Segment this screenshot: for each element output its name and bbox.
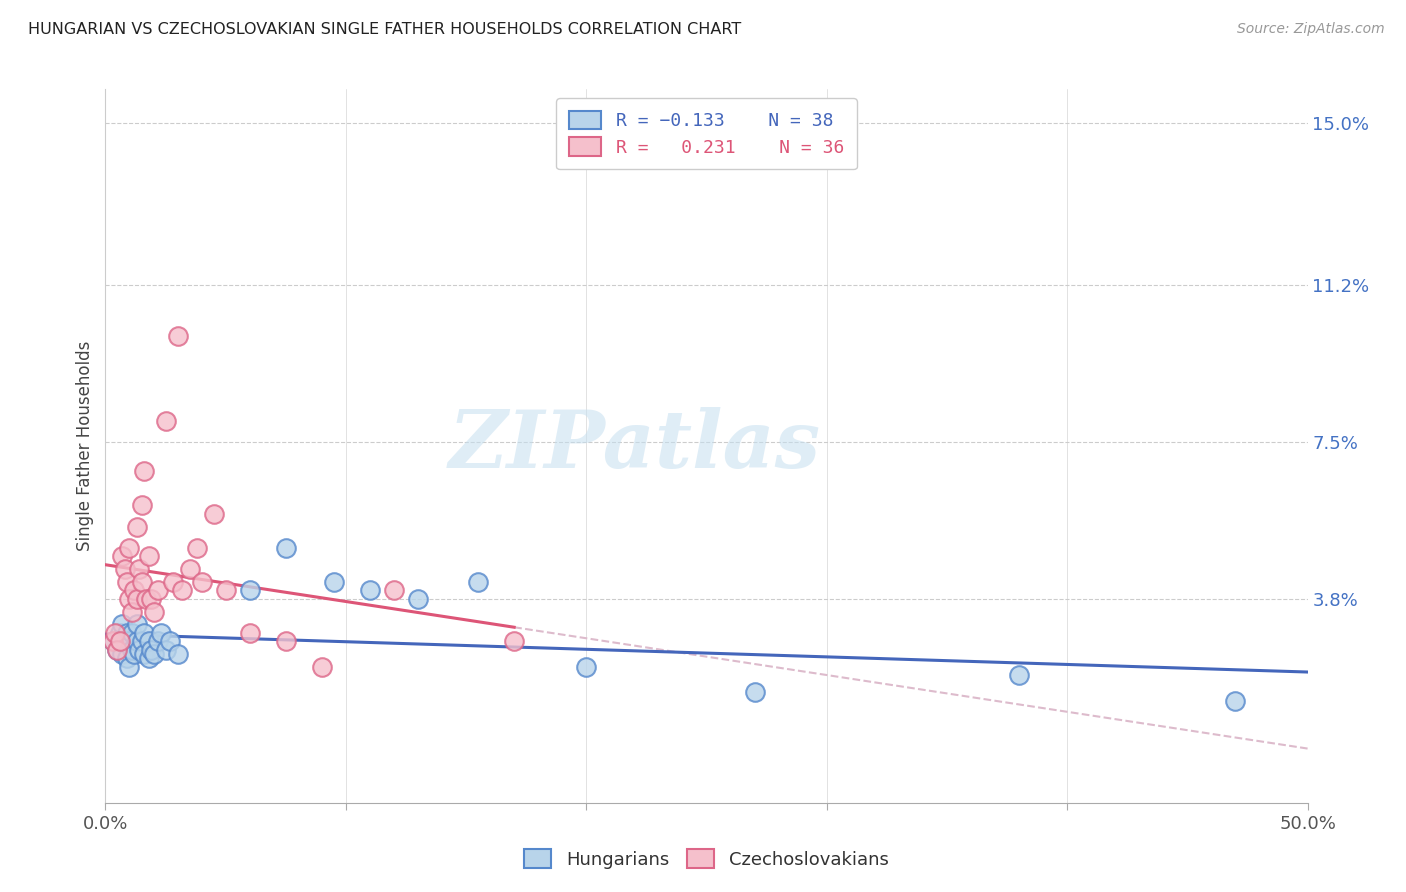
Point bbox=[274, 541, 297, 555]
Point bbox=[138, 651, 160, 665]
Point bbox=[186, 541, 208, 555]
Point bbox=[162, 574, 184, 589]
Point bbox=[118, 660, 141, 674]
Point bbox=[274, 634, 297, 648]
Point bbox=[131, 499, 153, 513]
Point bbox=[111, 617, 134, 632]
Point bbox=[155, 413, 177, 427]
Point bbox=[239, 583, 262, 598]
Point bbox=[118, 591, 141, 606]
Point bbox=[114, 634, 136, 648]
Point bbox=[139, 591, 162, 606]
Point bbox=[115, 626, 138, 640]
Point bbox=[128, 643, 150, 657]
Point bbox=[142, 605, 165, 619]
Text: ZIPatlas: ZIPatlas bbox=[449, 408, 821, 484]
Point bbox=[132, 465, 155, 479]
Y-axis label: Single Father Households: Single Father Households bbox=[76, 341, 94, 551]
Point bbox=[149, 626, 172, 640]
Point bbox=[142, 647, 165, 661]
Point bbox=[172, 583, 194, 598]
Point bbox=[118, 541, 141, 555]
Point bbox=[124, 583, 146, 598]
Point bbox=[107, 643, 129, 657]
Point bbox=[1008, 668, 1031, 682]
Point bbox=[121, 643, 143, 657]
Point bbox=[132, 647, 155, 661]
Text: HUNGARIAN VS CZECHOSLOVAKIAN SINGLE FATHER HOUSEHOLDS CORRELATION CHART: HUNGARIAN VS CZECHOSLOVAKIAN SINGLE FATH… bbox=[28, 22, 741, 37]
Point bbox=[148, 583, 170, 598]
Point bbox=[132, 626, 155, 640]
Point bbox=[311, 660, 333, 674]
Point bbox=[138, 634, 160, 648]
Point bbox=[503, 634, 526, 648]
Point bbox=[382, 583, 405, 598]
Point bbox=[159, 634, 181, 648]
Point bbox=[1225, 694, 1247, 708]
Point bbox=[179, 562, 201, 576]
Point bbox=[139, 643, 162, 657]
Point bbox=[359, 583, 381, 598]
Point bbox=[114, 562, 136, 576]
Point bbox=[121, 605, 143, 619]
Point bbox=[101, 634, 124, 648]
Point bbox=[111, 549, 134, 564]
Point bbox=[202, 507, 225, 521]
Point bbox=[125, 617, 148, 632]
Point bbox=[190, 574, 212, 589]
Point bbox=[125, 634, 148, 648]
Point bbox=[107, 643, 129, 657]
Point bbox=[115, 651, 138, 665]
Point bbox=[115, 574, 138, 589]
Point bbox=[118, 634, 141, 648]
Point bbox=[155, 643, 177, 657]
Point bbox=[239, 626, 262, 640]
Point bbox=[575, 660, 598, 674]
Legend: Hungarians, Czechoslovakians: Hungarians, Czechoslovakians bbox=[517, 842, 896, 876]
Point bbox=[128, 562, 150, 576]
Point bbox=[125, 591, 148, 606]
Point bbox=[135, 591, 157, 606]
Point bbox=[131, 634, 153, 648]
Point bbox=[108, 634, 131, 648]
Point bbox=[406, 591, 429, 606]
Point bbox=[166, 328, 188, 343]
Point bbox=[166, 647, 188, 661]
Point bbox=[214, 583, 236, 598]
Point bbox=[744, 685, 766, 699]
Point bbox=[138, 549, 160, 564]
Point bbox=[467, 574, 489, 589]
Text: Source: ZipAtlas.com: Source: ZipAtlas.com bbox=[1237, 22, 1385, 37]
Point bbox=[125, 519, 148, 533]
Point bbox=[124, 647, 146, 661]
Point bbox=[104, 626, 127, 640]
Point bbox=[131, 574, 153, 589]
Point bbox=[111, 647, 134, 661]
Point bbox=[108, 626, 131, 640]
Point bbox=[148, 634, 170, 648]
Point bbox=[121, 626, 143, 640]
Point bbox=[322, 574, 344, 589]
Point bbox=[101, 634, 124, 648]
